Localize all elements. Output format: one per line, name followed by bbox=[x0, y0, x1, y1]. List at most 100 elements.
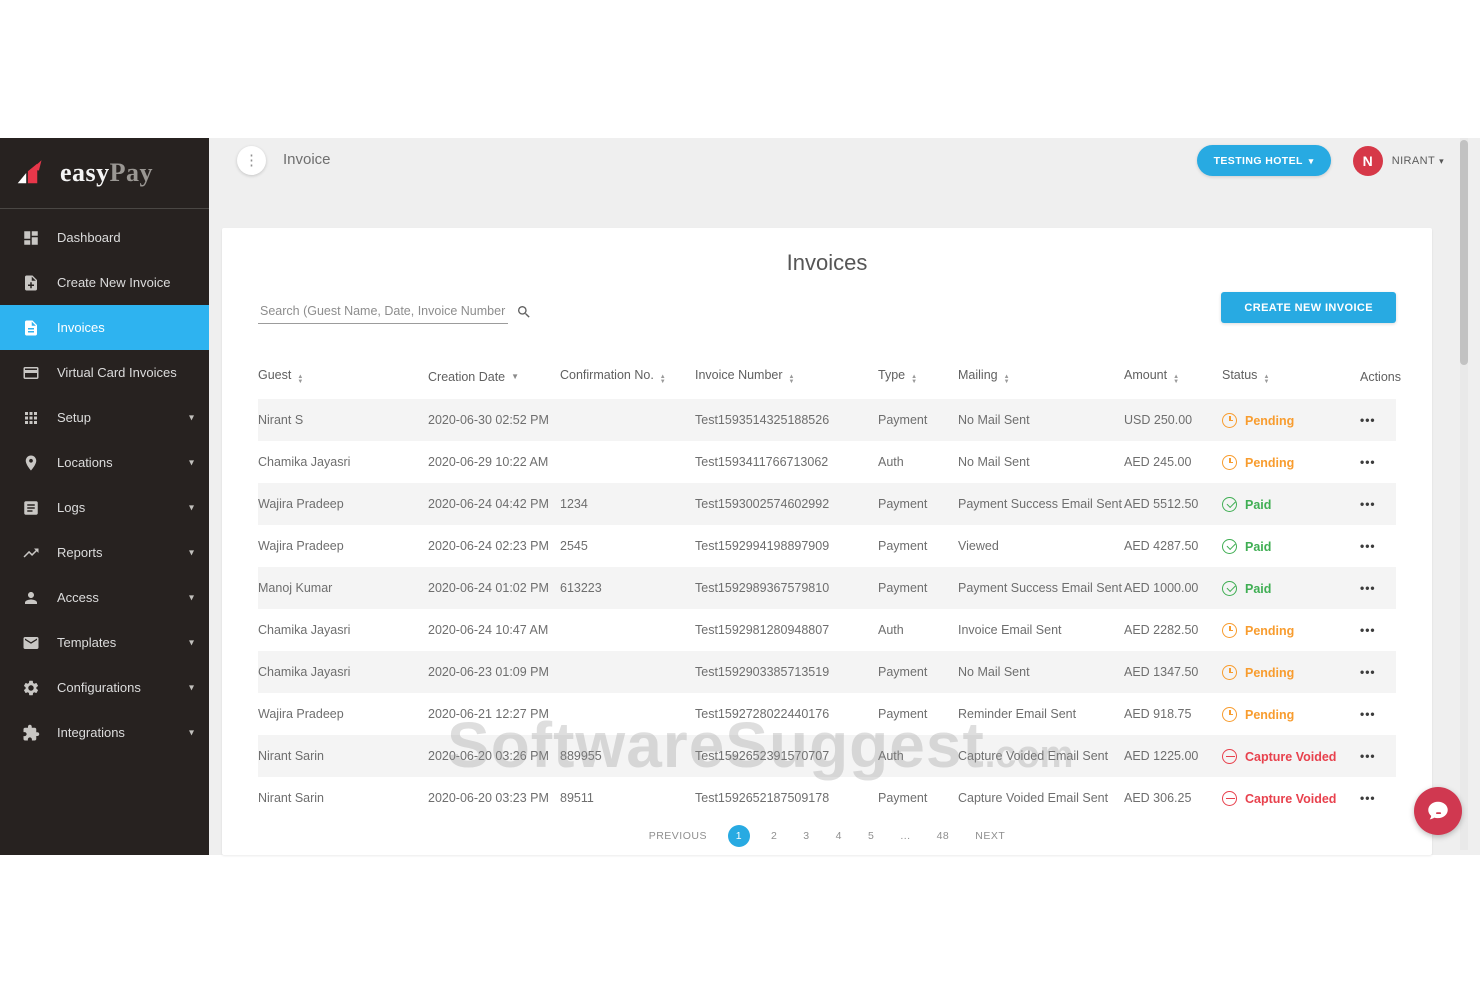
create-new-invoice-button[interactable]: CREATE NEW INVOICE bbox=[1221, 292, 1396, 323]
virtual-card-icon bbox=[22, 364, 40, 382]
table-row: Wajira Pradeep 2020-06-24 02:23 PM 2545 Tes… bbox=[258, 525, 1396, 567]
sort-icon: ▲ ▼ bbox=[788, 374, 795, 385]
cell-status: Pending bbox=[1222, 399, 1360, 441]
sidebar-item-templates[interactable]: Templates ▾ bbox=[0, 620, 209, 665]
table-row: Chamika Jayasri 2020-06-24 10:47 AM Test15… bbox=[258, 609, 1396, 651]
status-voided-icon bbox=[1222, 790, 1237, 806]
dashboard-icon bbox=[22, 229, 40, 247]
sidebar-item-label: Configurations bbox=[57, 680, 141, 695]
cell-amount: AED 918.75 bbox=[1124, 707, 1192, 721]
status-badge: Pending bbox=[1245, 413, 1295, 428]
search-icon[interactable] bbox=[516, 304, 532, 320]
cell-actions: ••• bbox=[1360, 399, 1396, 441]
scrollbar-thumb[interactable] bbox=[1460, 140, 1468, 365]
table-row: Wajira Pradeep 2020-06-24 04:42 PM 1234 Tes… bbox=[258, 483, 1396, 525]
column-header-amount[interactable]: Amount ▲ ▼ bbox=[1124, 360, 1222, 399]
cell-actions: ••• bbox=[1360, 651, 1396, 693]
avatar[interactable]: N bbox=[1352, 145, 1383, 176]
status-badge: Pending bbox=[1245, 707, 1295, 722]
hotel-selector-button[interactable]: TESTING HOTEL ▾ bbox=[1196, 145, 1331, 176]
row-actions-button[interactable]: ••• bbox=[1360, 707, 1376, 721]
cell-type: Auth bbox=[878, 749, 904, 763]
create-invoice-icon bbox=[22, 274, 40, 292]
pagination: PREVIOUS 1 2 3 4 5... 48 NEXT bbox=[222, 825, 1432, 847]
cell-guest: Chamika Jayasri bbox=[258, 623, 351, 637]
cell-type: Auth bbox=[878, 455, 904, 469]
column-header-creation-date[interactable]: Creation Date ▼ bbox=[428, 360, 560, 399]
cell-type: Auth bbox=[878, 623, 904, 637]
column-header-confirmation-no-[interactable]: Confirmation No. ▲ ▼ bbox=[560, 360, 695, 399]
pagination-page-5[interactable]: 5 bbox=[867, 830, 875, 842]
pagination-next[interactable]: NEXT bbox=[975, 830, 1006, 842]
sidebar-item-reports[interactable]: Reports ▾ bbox=[0, 530, 209, 575]
status-badge: Paid bbox=[1245, 497, 1272, 512]
row-actions-button[interactable]: ••• bbox=[1360, 539, 1376, 553]
sidebar-item-dashboard[interactable]: Dashboard bbox=[0, 215, 209, 260]
sidebar-item-create-new-invoice[interactable]: Create New Invoice bbox=[0, 260, 209, 305]
column-header-mailing[interactable]: Mailing ▲ ▼ bbox=[958, 360, 1124, 399]
cell-amount: AED 1000.00 bbox=[1124, 581, 1199, 595]
status-badge: Pending bbox=[1245, 455, 1295, 470]
row-actions-button[interactable]: ••• bbox=[1360, 581, 1376, 595]
sidebar-item-virtual-card-invoices[interactable]: Virtual Card Invoices bbox=[0, 350, 209, 395]
cell-date: 2020-06-24 04:42 PM bbox=[428, 497, 549, 511]
sidebar-item-access[interactable]: Access ▾ bbox=[0, 575, 209, 620]
row-actions-button[interactable]: ••• bbox=[1360, 497, 1376, 511]
pagination-page-2[interactable]: 2 bbox=[770, 830, 778, 842]
sidebar-item-label: Logs bbox=[57, 500, 86, 515]
cell-status: Pending bbox=[1222, 651, 1360, 693]
status-badge: Capture Voided bbox=[1245, 791, 1337, 806]
chevron-down-icon: ▾ bbox=[1439, 155, 1444, 166]
pagination-page-48[interactable]: 48 bbox=[936, 830, 950, 842]
column-header-invoice-number[interactable]: Invoice Number ▲ ▼ bbox=[695, 360, 878, 399]
cell-confirmation: 89511 bbox=[560, 791, 594, 805]
cell-amount: AED 1347.50 bbox=[1124, 665, 1199, 679]
scrollbar-track[interactable] bbox=[1460, 138, 1468, 850]
pagination-page-3[interactable]: 3 bbox=[803, 830, 810, 842]
column-header-guest[interactable]: Guest ▲ ▼ bbox=[258, 360, 428, 399]
sidebar-item-label: Virtual Card Invoices bbox=[57, 365, 177, 380]
row-actions-button[interactable]: ••• bbox=[1360, 665, 1376, 679]
row-actions-button[interactable]: ••• bbox=[1360, 623, 1376, 637]
sidebar-item-invoices[interactable]: Invoices bbox=[0, 305, 209, 350]
sidebar-item-logs[interactable]: Logs ▾ bbox=[0, 485, 209, 530]
cell-amount: AED 306.25 bbox=[1124, 791, 1192, 805]
user-menu-button[interactable]: NIRANT ▾ bbox=[1391, 154, 1444, 167]
status-paid-icon bbox=[1222, 538, 1237, 554]
sidebar-item-setup[interactable]: Setup ▾ bbox=[0, 395, 209, 440]
more-options-button[interactable]: ⋮ bbox=[237, 146, 266, 175]
status-badge: Paid bbox=[1245, 539, 1272, 554]
cell-status: Paid bbox=[1222, 483, 1360, 525]
sidebar-item-label: Setup bbox=[57, 410, 91, 425]
pagination-page-1[interactable]: 1 bbox=[727, 825, 750, 847]
sidebar-item-integrations[interactable]: Integrations ▾ bbox=[0, 710, 209, 755]
chat-widget-button[interactable] bbox=[1414, 787, 1462, 835]
sidebar-item-label: Access bbox=[57, 590, 99, 605]
cell-date: 2020-06-29 10:22 AM bbox=[428, 455, 549, 469]
row-actions-button[interactable]: ••• bbox=[1360, 413, 1376, 427]
sort-desc-icon: ▼ bbox=[511, 371, 520, 381]
status-pending-icon bbox=[1222, 412, 1237, 428]
row-actions-button[interactable]: ••• bbox=[1360, 749, 1376, 763]
sidebar-item-label: Integrations bbox=[57, 725, 125, 740]
table-row: Chamika Jayasri 2020-06-23 01:09 PM Test15… bbox=[258, 651, 1396, 693]
cell-mailing: Invoice Email Sent bbox=[958, 623, 1062, 637]
column-label: Creation Date bbox=[428, 369, 506, 384]
table-row: Nirant Sarin 2020-06-20 03:26 PM 889955 Tes… bbox=[258, 735, 1396, 777]
column-label: Invoice Number bbox=[695, 368, 783, 382]
main-area: ⋮ Invoice TESTING HOTEL ▾ N NIRANT ▾ Invoi… bbox=[209, 138, 1480, 855]
sidebar-item-locations[interactable]: Locations ▾ bbox=[0, 440, 209, 485]
row-actions-button[interactable]: ••• bbox=[1360, 791, 1376, 805]
status-badge: Pending bbox=[1245, 665, 1295, 680]
status-voided-icon bbox=[1222, 748, 1237, 764]
search-input[interactable] bbox=[258, 299, 508, 324]
column-header-status[interactable]: Status ▲ ▼ bbox=[1222, 360, 1360, 399]
row-actions-button[interactable]: ••• bbox=[1360, 455, 1376, 469]
sidebar-item-configurations[interactable]: Configurations ▾ bbox=[0, 665, 209, 710]
pagination-previous[interactable]: PREVIOUS bbox=[648, 830, 707, 842]
pagination-page-4[interactable]: 4 bbox=[835, 830, 842, 842]
column-header-type[interactable]: Type ▲ ▼ bbox=[878, 360, 958, 399]
app-logo-text: easyPay bbox=[60, 158, 154, 187]
cell-mailing: No Mail Sent bbox=[958, 455, 1030, 469]
